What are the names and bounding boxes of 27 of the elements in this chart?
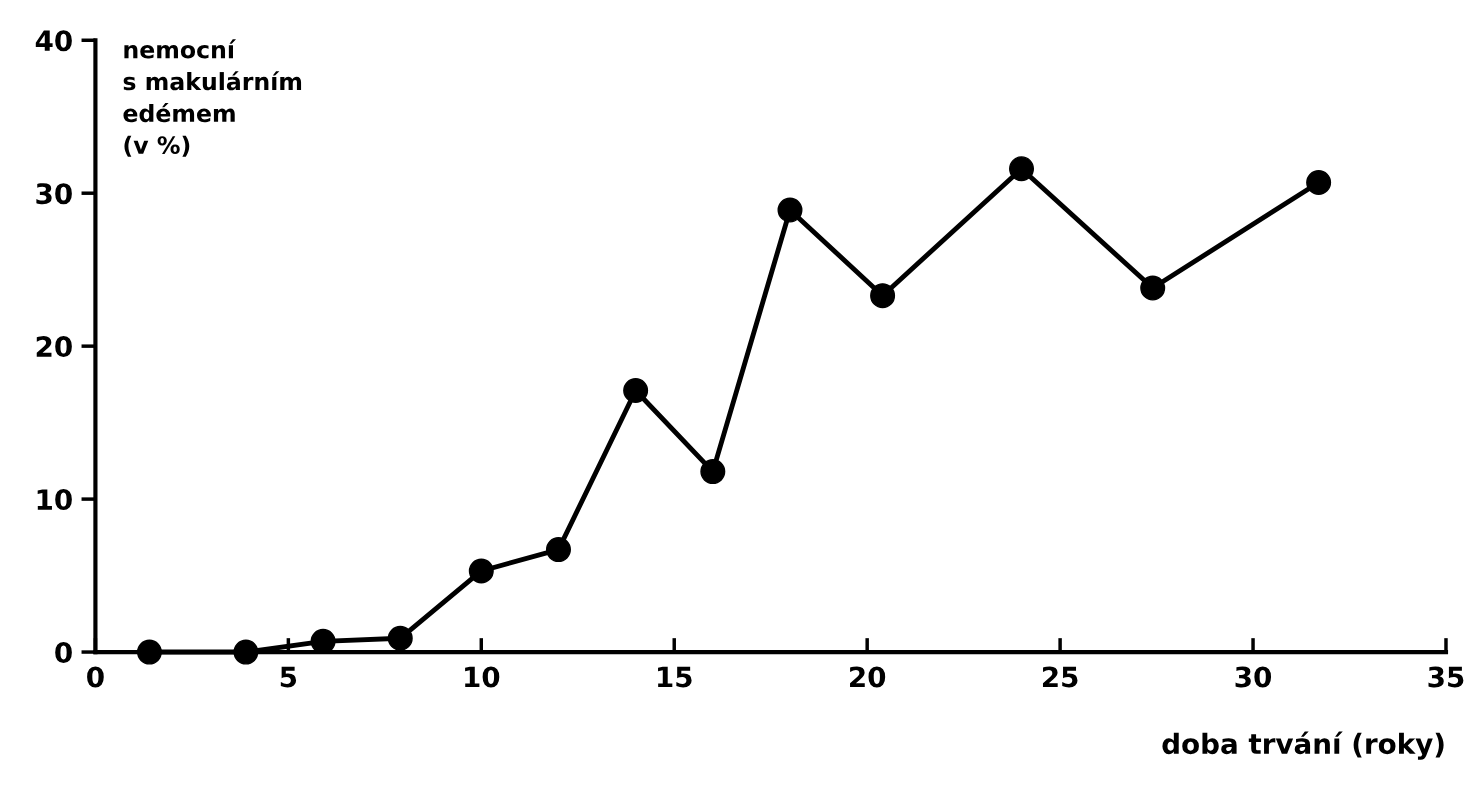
y-tick-label: 20 <box>36 336 72 358</box>
point <box>545 537 571 563</box>
x-tick-label: 0 <box>87 666 104 688</box>
point <box>136 639 162 665</box>
y-tick-label: 0 <box>55 641 72 663</box>
x-tick-label: 10 <box>465 666 500 688</box>
y-tick-label: 40 <box>35 30 72 52</box>
x-axis-title: doba trvání (roky) <box>1162 731 1444 760</box>
point <box>870 283 896 309</box>
x-tick-label: 5 <box>280 666 297 688</box>
point <box>387 625 413 651</box>
x-tick-label: 35 <box>1428 666 1464 688</box>
point <box>233 639 259 665</box>
x-tick-label: 25 <box>1042 666 1078 688</box>
y-tick-label: 30 <box>36 183 72 205</box>
point <box>623 378 649 404</box>
point <box>1306 169 1332 195</box>
x-tick-label: 20 <box>850 666 886 688</box>
y-axis-title: nemocní s makulárním edémem (v %) <box>123 39 302 157</box>
point <box>700 459 726 485</box>
point <box>1009 156 1035 182</box>
x-tick-label: 30 <box>1235 666 1272 688</box>
y-tick-label: 10 <box>37 489 72 511</box>
point <box>468 558 494 584</box>
point <box>1140 275 1166 301</box>
point <box>777 197 803 223</box>
x-tick-label: 15 <box>658 666 692 688</box>
